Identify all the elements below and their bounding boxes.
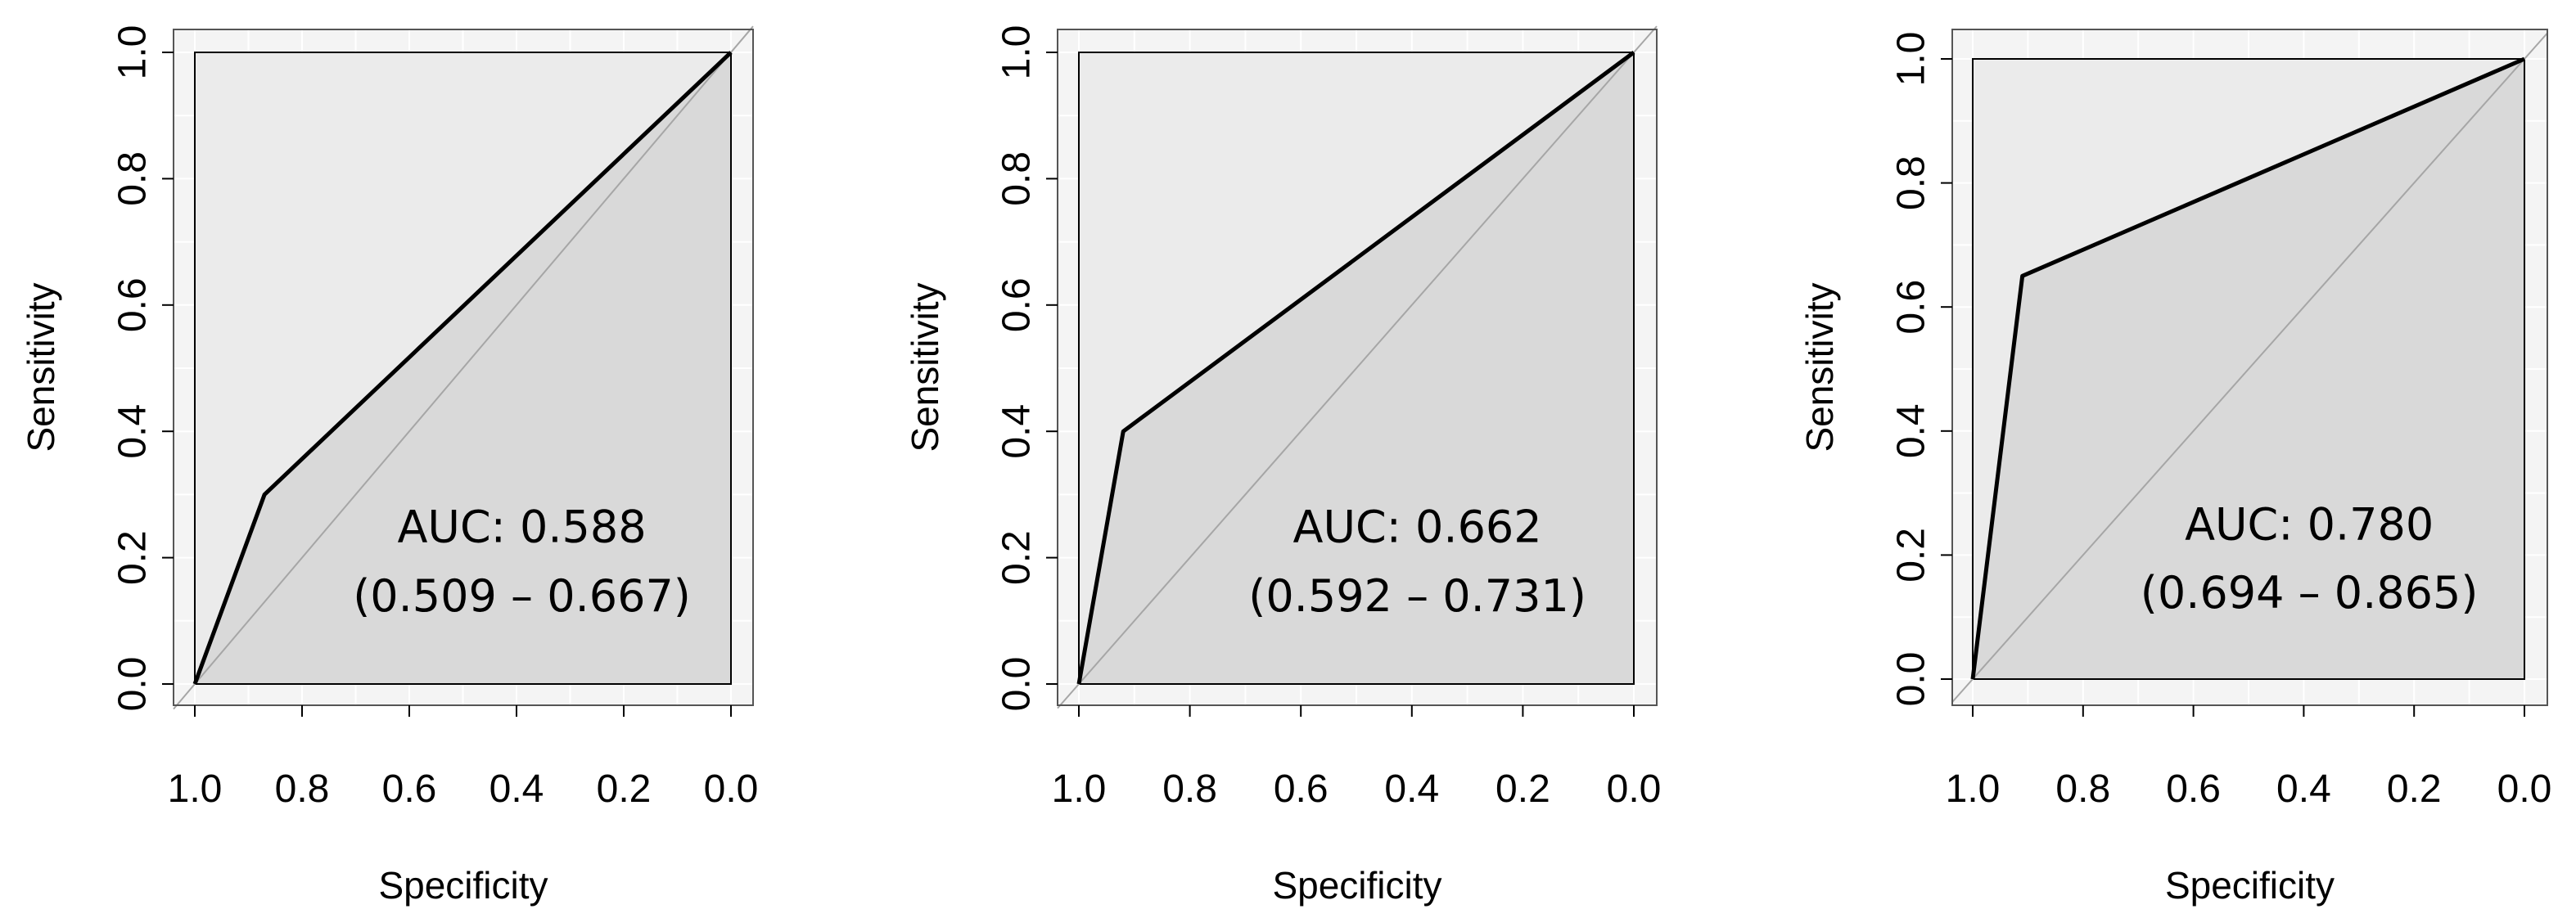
y-tick-label: 0.6 (111, 277, 155, 332)
y-tick-label: 0.4 (995, 404, 1039, 459)
auc-label: AUC: 0.780 (2185, 498, 2434, 550)
y-tick-label: 0.8 (111, 151, 155, 206)
plot-frame (1057, 29, 1658, 706)
y-tick-label: 0.8 (1890, 155, 1933, 210)
auc-ci-label: (0.592 – 0.731) (1248, 570, 1586, 622)
diagonal-reference-line (173, 25, 754, 710)
y-tick-label: 0.6 (1890, 280, 1933, 335)
x-axis-title: Specificity (378, 864, 548, 907)
roc-curve (1970, 56, 2525, 680)
roc-inner-box (194, 52, 732, 685)
roc-panel-2: 1.0 0.8 0.6 0.4 0.2 0.0 0.0 0.2 0.4 0.6 0.8 1.0 Spec… (904, 25, 1661, 907)
x-tick-label: 0.8 (2055, 767, 2110, 811)
x-tick-label: 1.0 (1052, 767, 1107, 811)
x-axis-title: Specificity (2165, 864, 2335, 907)
y-tick-label: 0.0 (1890, 652, 1933, 707)
x-tick-label: 0.0 (1607, 767, 1662, 811)
diagonal-reference-line (1951, 32, 2548, 703)
roc-inner-box (1078, 52, 1635, 685)
auc-ci-label: (0.694 – 0.865) (2141, 567, 2479, 619)
auc-label: AUC: 0.588 (397, 501, 646, 552)
y-tick-label: 0.2 (111, 530, 155, 585)
roc-curve (1076, 50, 1635, 685)
roc-panel-1: 1.0 0.8 0.6 0.4 0.2 0.0 0.0 0.2 0.4 0.6 0.8 1.0 Spec… (20, 25, 758, 907)
x-tick-label: 0.4 (2276, 767, 2331, 811)
x-tick-label: 0.2 (597, 767, 652, 811)
x-tick-label: 0.0 (2497, 767, 2552, 811)
x-tick-label: 1.0 (1946, 767, 2001, 811)
x-tick-label: 0.2 (2387, 767, 2442, 811)
auc-ci-label: (0.509 – 0.667) (353, 570, 691, 622)
x-tick-label: 0.6 (1274, 767, 1329, 811)
y-tick-label: 0.4 (1890, 403, 1933, 458)
x-tick-label: 0.0 (704, 767, 759, 811)
y-tick-label: 0.0 (111, 657, 155, 712)
roc-curve (192, 51, 733, 685)
y-tick-label: 0.6 (995, 277, 1039, 332)
plot-frame (1951, 29, 2548, 706)
roc-panel-3: 1.0 0.8 0.6 0.4 0.2 0.0 0.0 0.2 0.4 0.6 0.8 1.0 Spec… (1798, 29, 2551, 907)
y-axis-title: Sensitivity (20, 282, 62, 452)
x-axis-title: Specificity (1272, 864, 1441, 907)
x-tick-label: 0.6 (382, 767, 437, 811)
auc-label: AUC: 0.662 (1293, 501, 1542, 552)
y-tick-label: 1.0 (995, 25, 1039, 80)
x-tick-label: 0.8 (275, 767, 330, 811)
y-axis-title: Sensitivity (904, 282, 946, 452)
x-tick-label: 0.6 (2166, 767, 2221, 811)
plot-frame (173, 29, 754, 706)
y-tick-label: 0.4 (111, 404, 155, 459)
roc-inner-box (1972, 58, 2525, 680)
y-tick-label: 0.2 (1890, 528, 1933, 583)
diagonal-reference-line (1057, 25, 1658, 709)
x-tick-label: 0.4 (489, 767, 544, 811)
y-tick-label: 1.0 (1890, 32, 1933, 87)
x-tick-label: 1.0 (168, 767, 223, 811)
y-tick-label: 0.0 (995, 657, 1039, 712)
y-tick-label: 0.2 (995, 530, 1039, 585)
y-axis-title: Sensitivity (1798, 282, 1841, 452)
y-tick-label: 0.8 (995, 151, 1039, 206)
y-tick-label: 1.0 (111, 25, 155, 80)
x-tick-label: 0.8 (1162, 767, 1217, 811)
x-tick-label: 0.4 (1384, 767, 1439, 811)
x-tick-label: 0.2 (1496, 767, 1550, 811)
